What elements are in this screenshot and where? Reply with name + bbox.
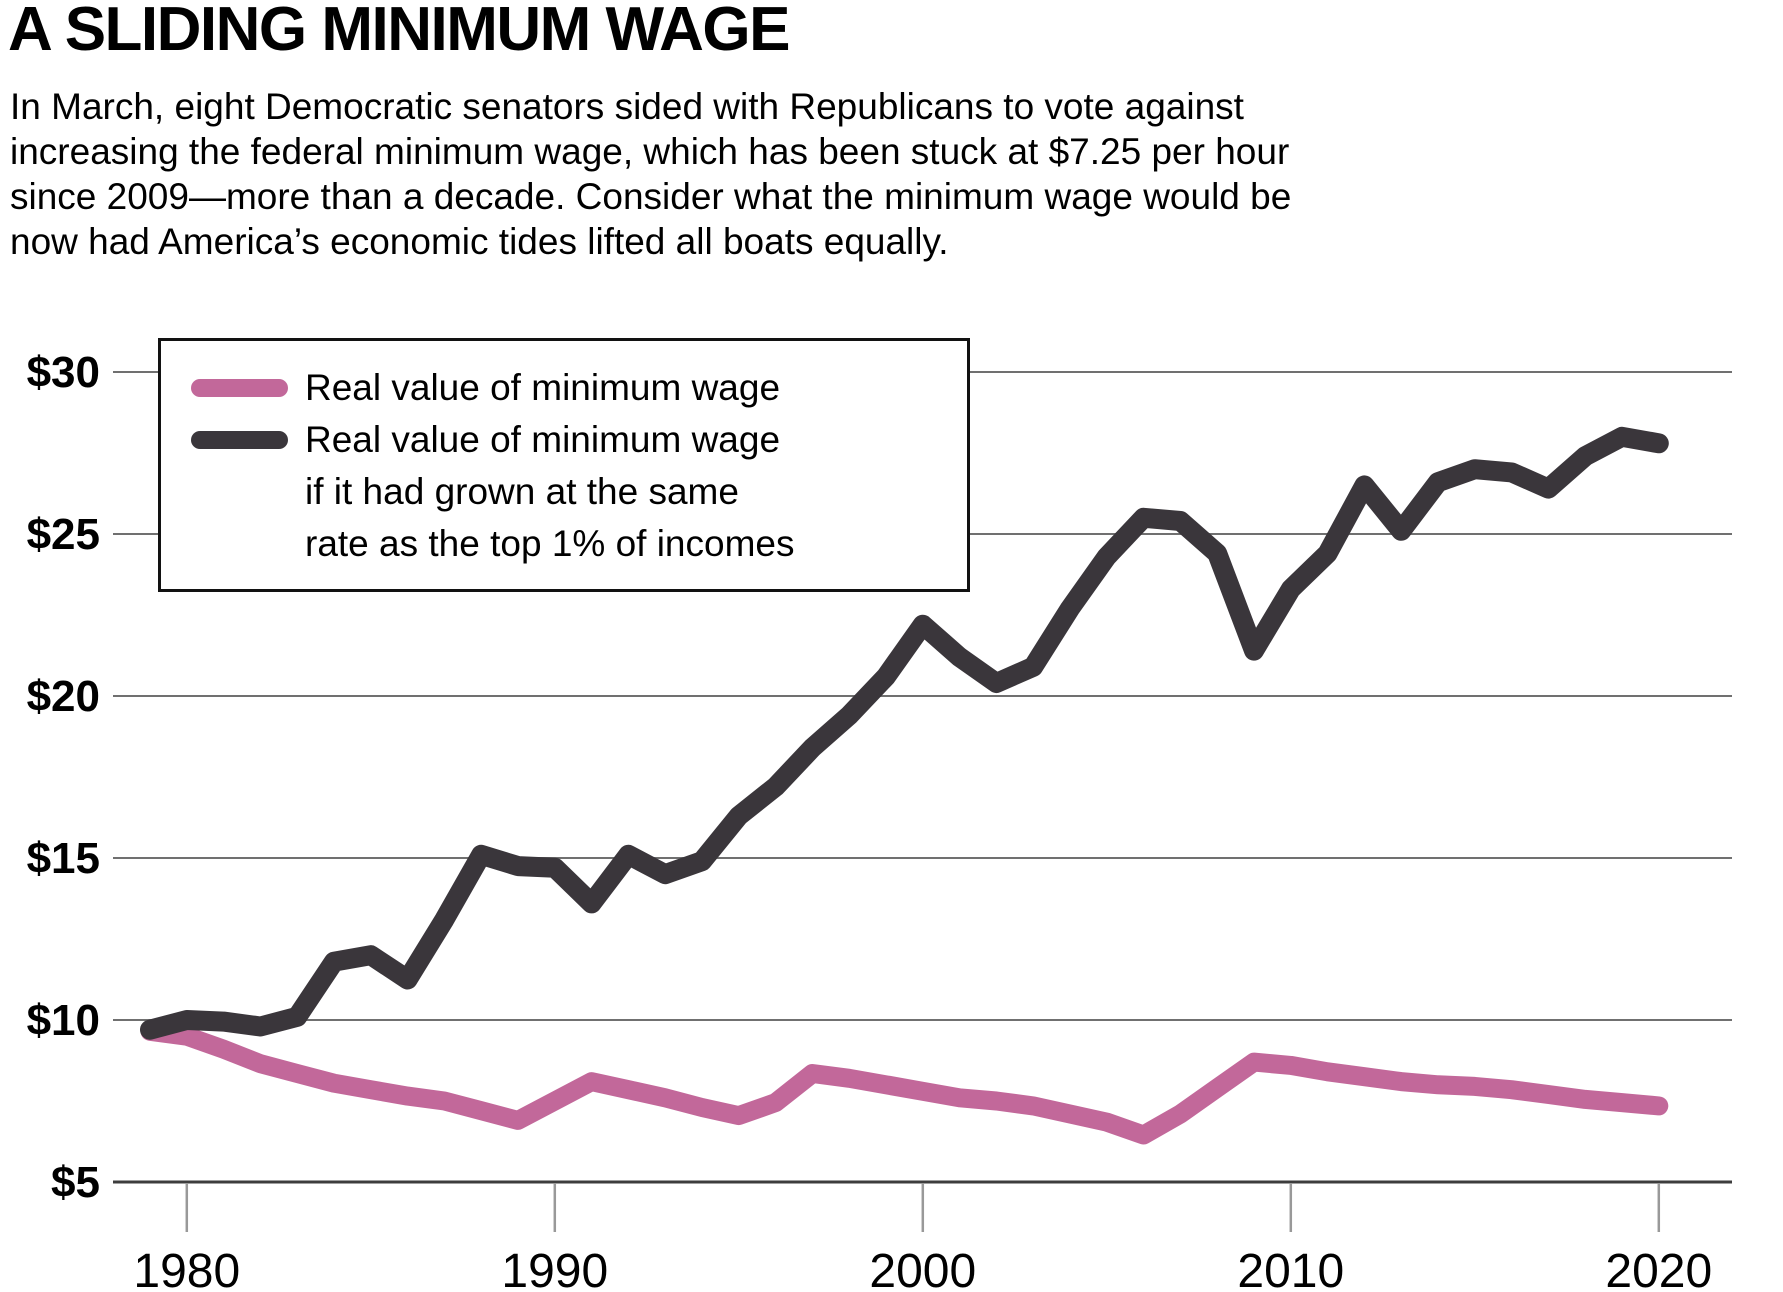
y-axis-tick-label: $10: [27, 996, 100, 1045]
series-line-top1pct-counterfactual: [140, 426, 1669, 1040]
y-axis-tick-label: $5: [51, 1158, 100, 1207]
subtitle-line: since 2009—more than a decade. Consider …: [10, 176, 1292, 217]
chart-title: A SLIDING MINIMUM WAGE: [8, 0, 791, 64]
y-axis-tick-label: $30: [27, 348, 100, 397]
x-axis-tick-label: 2020: [1605, 1245, 1712, 1292]
series-line-real-minimum-wage: [140, 1021, 1669, 1145]
x-axis-tick-label: 2000: [869, 1245, 976, 1292]
legend-label: Real value of minimum wage: [305, 367, 781, 408]
legend-item: Real value of minimum wage: [191, 362, 967, 414]
chart-subtitle: In March, eight Democratic senators side…: [10, 84, 1291, 264]
x-axis-tick-label: 2010: [1237, 1245, 1344, 1292]
y-axis-tick-label: $25: [27, 510, 100, 559]
subtitle-line: In March, eight Democratic senators side…: [10, 86, 1244, 127]
legend-label: Real value of minimum wage if it had grow…: [305, 419, 795, 564]
legend-item: Real value of minimum wage if it had grow…: [191, 414, 967, 570]
y-axis-tick-label: $15: [27, 834, 100, 883]
chart-legend: Real value of minimum wage Real value of …: [158, 338, 970, 592]
x-axis-tick-label: 1980: [133, 1245, 240, 1292]
x-axis-tick-label: 1990: [501, 1245, 608, 1292]
subtitle-line: increasing the federal minimum wage, whi…: [10, 131, 1290, 172]
legend-swatch-icon: [191, 379, 288, 397]
subtitle-line: now had America’s economic tides lifted …: [10, 221, 949, 262]
y-axis-tick-label: $20: [27, 672, 100, 721]
legend-swatch-icon: [191, 431, 288, 449]
